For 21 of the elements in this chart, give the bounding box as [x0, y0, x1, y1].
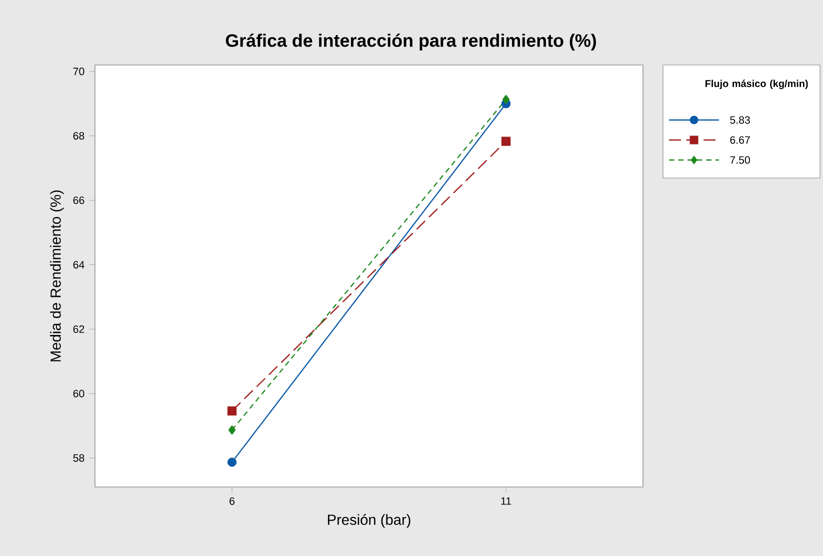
x-tick-label: 11 — [501, 497, 512, 505]
y-tick-label: 66 — [73, 196, 84, 204]
point — [228, 425, 236, 435]
y-tick-label: 62 — [73, 325, 84, 333]
y-tick-label: 58 — [73, 454, 84, 462]
y-tick-label: 70 — [73, 68, 84, 76]
legend-label: 6.67 — [730, 136, 750, 144]
y-tick-label: 64 — [73, 260, 84, 268]
x-tick-label: 6 — [230, 497, 234, 505]
y-tick-label: 60 — [73, 390, 84, 398]
legend-label: 5.83 — [730, 116, 750, 124]
x-axis-title: Presión (bar) — [328, 514, 410, 528]
legend-title: Flujo másico (kg/min) — [705, 80, 808, 90]
point — [227, 406, 237, 416]
point — [502, 94, 510, 104]
y-tick-label: 68 — [73, 132, 84, 140]
point — [227, 458, 237, 467]
point — [501, 136, 511, 146]
y-axis-title: Media de Rendimiento (%) — [50, 190, 64, 362]
legend-label: 7.50 — [730, 156, 750, 164]
chart-title: Gráfica de interacción para rendimiento (%) — [226, 34, 596, 50]
